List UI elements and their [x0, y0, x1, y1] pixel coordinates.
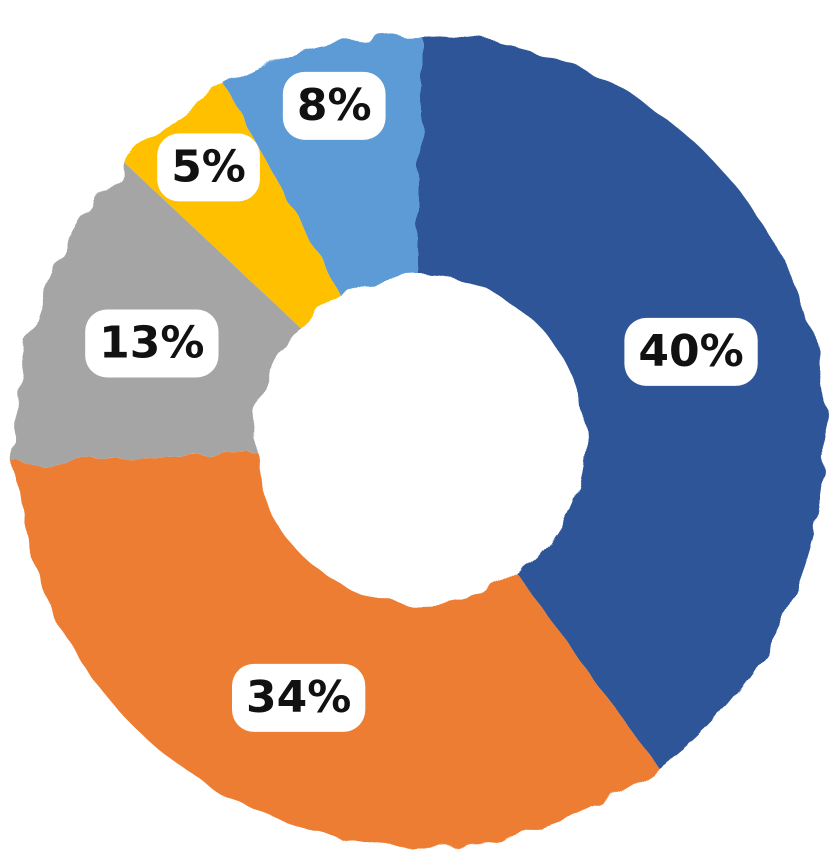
label-bubble [157, 133, 260, 202]
label-bubble [85, 309, 219, 378]
label-bubble [624, 317, 758, 386]
labels: 40% 34% 13% 5% 8% [85, 71, 758, 732]
value-label: 13% [99, 317, 204, 368]
label-bubble [231, 663, 366, 732]
slice [15, 450, 659, 845]
value-label: 8% [297, 80, 372, 131]
donut [14, 34, 825, 845]
slice [420, 35, 825, 768]
value-label: 40% [638, 326, 743, 377]
label-bubble [282, 71, 386, 140]
value-label: 34% [246, 672, 351, 723]
value-label: 5% [171, 141, 246, 192]
